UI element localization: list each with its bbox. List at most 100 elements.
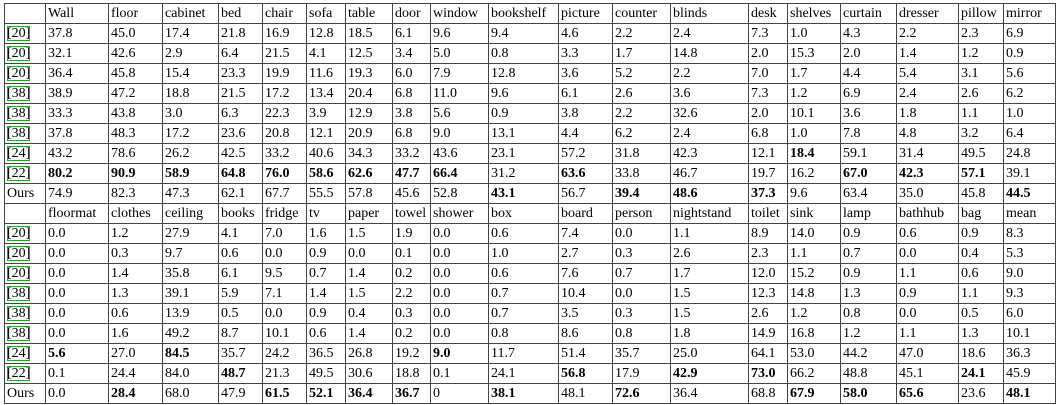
value-cell: 1.4 [108, 263, 163, 284]
value-cell: 14.8 [787, 283, 841, 304]
citation-link[interactable]: [38] [7, 126, 31, 141]
value-cell: 49.5 [306, 363, 346, 384]
value-cell: 1.7 [670, 263, 749, 284]
value-cell: 13.4 [306, 83, 346, 104]
value-cell: 31.8 [612, 143, 671, 164]
results-table: Wall floor cabinet bed chair sofa table door win… [4, 3, 1056, 404]
value-cell: 39.1 [1003, 163, 1056, 184]
data-row: [24] 5.6 27.0 84.5 35.7 24.2 36.5 26.8 19.2 9.0 11… [4, 343, 1056, 364]
value-cell: 0.1 [430, 363, 489, 384]
value-cell: 12.0 [748, 263, 788, 284]
value-cell: 6.2 [612, 123, 671, 144]
value-cell: 37.8 [45, 23, 109, 44]
value-cell: 9.4 [488, 23, 559, 44]
value-cell: 0.0 [612, 283, 671, 304]
value-cell: 36.5 [306, 343, 346, 364]
citation-link[interactable]: [20] [7, 46, 31, 61]
value-cell: 9.0 [430, 123, 489, 144]
value-cell: 33.8 [612, 163, 671, 184]
citation-link[interactable]: [38] [7, 286, 31, 301]
value-cell: 9.5 [262, 263, 307, 284]
header-cell: nightstand [670, 203, 749, 224]
value-cell: 5.6 [1003, 63, 1056, 84]
value-cell: 73.0 [748, 363, 788, 384]
value-cell: 0.2 [392, 263, 431, 284]
value-cell: 23.1 [488, 143, 559, 164]
citation-link[interactable]: [20] [7, 266, 31, 281]
citation-link[interactable]: [38] [7, 326, 31, 341]
value-cell: 0.9 [840, 263, 897, 284]
value-cell: 9.0 [430, 343, 489, 364]
header-cell: toilet [748, 203, 788, 224]
value-cell: 42.3 [896, 163, 959, 184]
value-cell: 10.1 [787, 103, 841, 124]
value-cell: 44.5 [1003, 183, 1056, 204]
citation-link[interactable]: [20] [7, 226, 31, 241]
value-cell: 90.9 [108, 163, 163, 184]
value-cell: 3.2 [958, 123, 1004, 144]
value-cell: 13.1 [488, 123, 559, 144]
citation-link[interactable]: [20] [7, 66, 31, 81]
value-cell: 4.1 [306, 43, 346, 64]
data-row: [22] 0.1 24.4 84.0 48.7 21.3 49.5 30.6 18.8 0.1 24… [4, 363, 1056, 384]
value-cell: 9.7 [162, 243, 219, 264]
value-cell: 35.7 [612, 343, 671, 364]
value-cell: 1.1 [958, 103, 1004, 124]
value-cell: 68.8 [748, 383, 788, 404]
value-cell: 14.8 [670, 43, 749, 64]
value-cell: 3.6 [670, 83, 749, 104]
value-cell: 2.2 [612, 103, 671, 124]
value-cell: 64.8 [218, 163, 263, 184]
value-cell: 6.2 [1003, 83, 1056, 104]
header-cell: door [392, 3, 431, 24]
value-cell: 2.4 [670, 23, 749, 44]
value-cell: 67.9 [787, 383, 841, 404]
value-cell: 1.3 [840, 283, 897, 304]
citation-link[interactable]: [38] [7, 306, 31, 321]
value-cell: 34.3 [345, 143, 393, 164]
value-cell: 11.0 [430, 83, 489, 104]
value-cell: 65.6 [896, 383, 959, 404]
value-cell: 0.0 [896, 303, 959, 324]
value-cell: 47.0 [896, 343, 959, 364]
value-cell: 0.9 [306, 303, 346, 324]
citation-link[interactable]: [22] [7, 366, 31, 381]
value-cell: 31.4 [896, 143, 959, 164]
value-cell: 3.3 [558, 43, 613, 64]
method-cell: [38] [4, 83, 46, 104]
value-cell: 1.2 [840, 323, 897, 344]
citation-link[interactable]: [22] [7, 166, 31, 181]
value-cell: 8.7 [218, 323, 263, 344]
header-cell: bathhub [896, 203, 959, 224]
value-cell: 0.0 [45, 283, 109, 304]
value-cell: 7.0 [748, 63, 788, 84]
value-cell: 38.1 [488, 383, 559, 404]
value-cell: 45.6 [392, 183, 431, 204]
value-cell: 1.1 [787, 243, 841, 264]
value-cell: 48.8 [840, 363, 897, 384]
value-cell: 39.4 [612, 183, 671, 204]
value-cell: 1.1 [896, 263, 959, 284]
value-cell: 0.0 [45, 303, 109, 324]
citation-link[interactable]: [24] [7, 146, 31, 161]
method-cell: [38] [4, 323, 46, 344]
citation-link[interactable]: [24] [7, 346, 31, 361]
citation-link[interactable]: [38] [7, 86, 31, 101]
value-cell: 23.6 [958, 383, 1004, 404]
value-cell: 58.9 [162, 163, 219, 184]
value-cell: 0.0 [612, 223, 671, 244]
value-cell: 0.9 [896, 283, 959, 304]
value-cell: 49.2 [162, 323, 219, 344]
value-cell: 1.8 [670, 323, 749, 344]
value-cell: 17.4 [162, 23, 219, 44]
value-cell: 42.5 [218, 143, 263, 164]
citation-link[interactable]: [20] [7, 26, 31, 41]
value-cell: 31.2 [488, 163, 559, 184]
citation-link[interactable]: [20] [7, 246, 31, 261]
value-cell: 1.3 [958, 323, 1004, 344]
citation-link[interactable]: [38] [7, 106, 31, 121]
method-cell: [38] [4, 303, 46, 324]
header-cell: bag [958, 203, 1004, 224]
value-cell: 36.3 [1003, 343, 1056, 364]
data-row: [38] 38.9 47.2 18.8 21.5 17.2 13.4 20.4 6.8 11.0 9… [4, 83, 1056, 104]
